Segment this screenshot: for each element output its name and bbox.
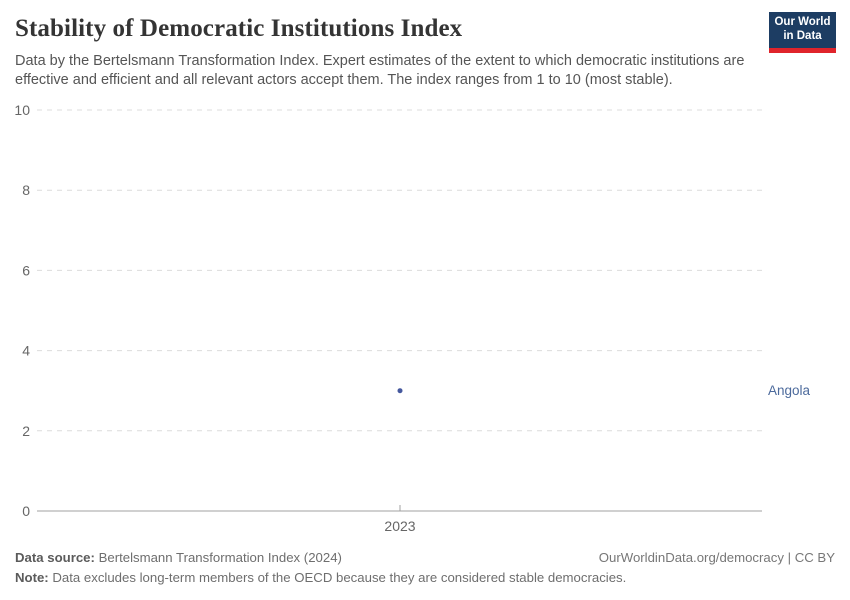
owid-credit-link[interactable]: OurWorldinData.org/democracy | CC BY	[598, 550, 835, 565]
owid-logo-line1: Our World	[774, 16, 831, 29]
note-label: Note:	[15, 569, 49, 585]
scatter-plot: 0 2 4 6 8 10 2023 Angola	[14, 102, 811, 534]
page-title: Stability of Democratic Institutions Ind…	[15, 15, 463, 42]
data-source-label: Data source:	[15, 550, 95, 565]
y-tick-label-8: 8	[22, 182, 30, 198]
data-source-text: Bertelsmann Transformation Index (2024)	[98, 550, 342, 565]
y-tick-label-0: 0	[22, 503, 30, 519]
y-tick-label-10: 10	[14, 102, 30, 118]
data-point-angola[interactable]	[397, 388, 403, 394]
y-tick-label-2: 2	[22, 423, 30, 439]
y-tick-label-6: 6	[22, 262, 30, 278]
owid-logo-red-bar	[769, 48, 836, 53]
chart-footer: Data source: Bertelsmann Transformation …	[15, 548, 835, 588]
chart-subtitle: Data by the Bertelsmann Transformation I…	[15, 53, 745, 88]
x-tick-label: 2023	[384, 518, 415, 534]
note-text: Data excludes long-term members of the O…	[52, 569, 627, 585]
data-source-line: Data source: Bertelsmann Transformation …	[15, 548, 342, 568]
owid-logo-line2: in Data	[783, 30, 822, 42]
owid-logo[interactable]: Our World in Data	[769, 12, 836, 53]
owid-logo-box: Our World in Data	[769, 12, 836, 48]
y-tick-label-4: 4	[22, 343, 30, 359]
entity-label-angola[interactable]: Angola	[768, 383, 811, 398]
